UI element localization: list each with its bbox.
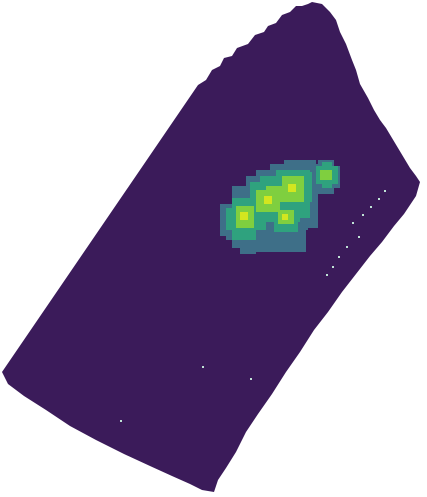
speckle-dot bbox=[202, 366, 204, 368]
heatmap-footprint bbox=[2, 2, 420, 492]
hotspot-layer bbox=[220, 160, 340, 254]
speckle-dot bbox=[346, 246, 348, 248]
speckle-dot bbox=[384, 190, 386, 192]
speckle-layer bbox=[120, 190, 386, 422]
speckle-dot bbox=[362, 214, 364, 216]
speckle-dot bbox=[370, 206, 372, 208]
speckle-dot bbox=[338, 256, 340, 258]
speckle-dot bbox=[378, 198, 380, 200]
hotspot-outer bbox=[240, 240, 256, 254]
speckle-dot bbox=[352, 222, 354, 224]
hotspot-high bbox=[320, 170, 332, 180]
speckle-dot bbox=[326, 274, 328, 276]
speckle-dot bbox=[358, 236, 360, 238]
hotspot-peak bbox=[240, 212, 248, 220]
hotspot-peak bbox=[264, 196, 272, 204]
speckle-dot bbox=[250, 378, 252, 380]
hotspot-peak bbox=[288, 184, 296, 192]
speckle-dot bbox=[120, 420, 122, 422]
hotspot-peak bbox=[282, 214, 288, 220]
speckle-dot bbox=[332, 266, 334, 268]
